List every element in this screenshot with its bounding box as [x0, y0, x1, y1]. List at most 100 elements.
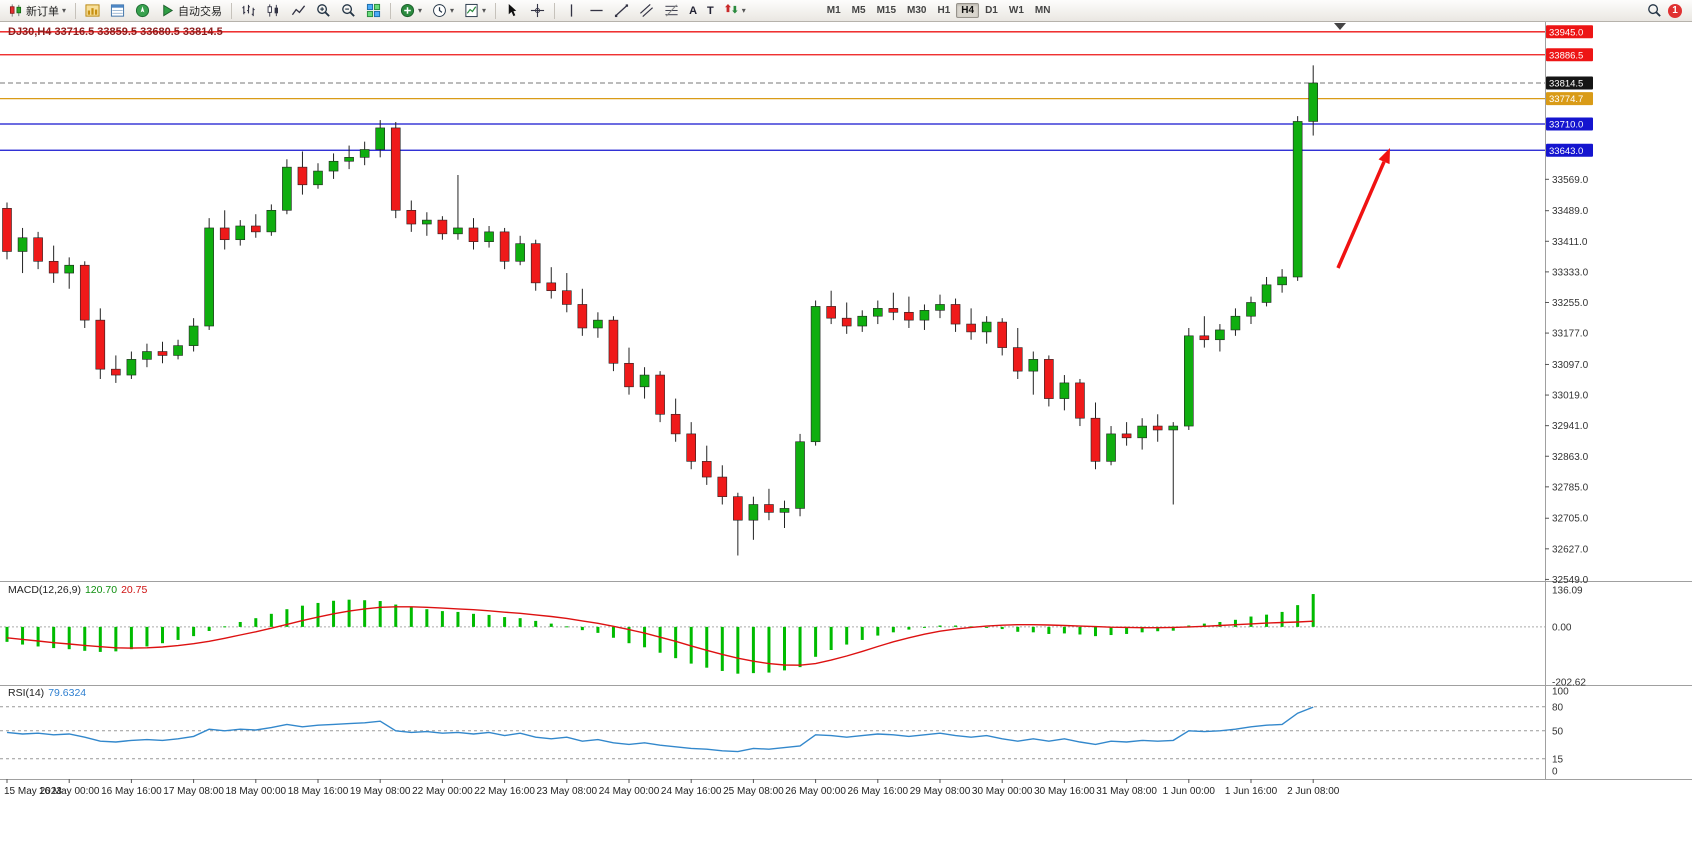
timeframe-m1[interactable]: M1	[826, 5, 841, 16]
timeframe-m30[interactable]: M30	[907, 5, 927, 16]
macd-bar	[36, 626, 40, 647]
candle-body	[204, 227, 214, 327]
line-chart-button[interactable]	[287, 0, 310, 21]
macd-bar	[876, 626, 880, 636]
candle-body	[779, 508, 790, 513]
macd-bar	[1265, 614, 1269, 627]
search-button[interactable]	[1643, 0, 1666, 21]
macd-bar	[1000, 626, 1004, 630]
macd-scale-label: 0.00	[1552, 622, 1572, 633]
candle-body	[841, 317, 852, 327]
trend-arrow-head[interactable]	[1378, 148, 1390, 165]
candle-body	[1168, 425, 1179, 431]
tile-windows-icon	[366, 3, 381, 18]
fibonacci-tool[interactable]	[660, 0, 683, 21]
crosshair-button[interactable]	[526, 0, 549, 21]
macd-bar	[643, 626, 647, 648]
price-tick-label: 33489.0	[1552, 206, 1589, 217]
horizontal-lines-layer	[0, 31, 1545, 151]
navigator-button[interactable]	[131, 0, 154, 21]
zoom-out-button[interactable]	[337, 0, 360, 21]
vertical-line-icon	[570, 4, 573, 17]
tile-windows-button[interactable]	[362, 0, 385, 21]
zoom-in-button[interactable]	[312, 0, 335, 21]
candle-body	[453, 227, 463, 235]
new-order-button[interactable]: 新订单 ▾	[4, 0, 70, 21]
arrows-tool[interactable]: ▾	[720, 0, 750, 21]
candle-body	[1261, 284, 1272, 303]
periods-button[interactable]: ▾	[428, 0, 458, 21]
candle-body	[1230, 315, 1241, 331]
templates-button[interactable]: ▾	[460, 0, 490, 21]
time-tick-label: 18 May 00:00	[225, 786, 286, 797]
cursor-button[interactable]	[501, 0, 524, 21]
label-tool[interactable]: T	[703, 0, 718, 21]
macd-bar	[534, 620, 538, 627]
macd-signal-value: 20.75	[121, 584, 148, 596]
data-window-icon	[110, 4, 125, 17]
autotrade-button[interactable]: 自动交易	[156, 0, 226, 21]
timeframe-d1[interactable]: D1	[985, 5, 998, 16]
channel-tool[interactable]	[635, 0, 658, 21]
time-tick-label: 22 May 16:00	[474, 786, 535, 797]
hline-price-label: 33774.7	[1549, 94, 1583, 105]
candle-body	[530, 243, 541, 284]
rsi-scale-label: 100	[1552, 686, 1569, 697]
vertical-line-tool[interactable]	[560, 0, 583, 21]
timeframe-h1[interactable]: H1	[937, 5, 951, 16]
hline-price-label: 33886.5	[1549, 50, 1583, 61]
notification-badge[interactable]: 1	[1668, 3, 1682, 18]
candle-body	[468, 227, 479, 242]
macd-bar	[705, 626, 709, 668]
candle-body	[33, 237, 43, 262]
time-tick-label: 17 May 08:00	[163, 786, 224, 797]
timeframe-h4[interactable]: H4	[956, 3, 980, 18]
price-tick-label: 33019.0	[1552, 391, 1589, 402]
candle-body	[748, 504, 759, 521]
macd-bar	[985, 626, 989, 628]
time-tick-label: 1 Jun 00:00	[1163, 786, 1216, 797]
price-axis[interactable]: 33569.0 33489.0 33411.0 33333.0 33255.0 33177…	[1545, 22, 1692, 779]
new-order-label: 新订单	[26, 5, 59, 18]
macd-bar	[316, 602, 320, 627]
macd-bar	[269, 613, 273, 627]
timeframe-m15[interactable]: M15	[876, 5, 897, 16]
navigator-icon	[135, 3, 150, 18]
chart-shift-marker[interactable]	[1334, 23, 1346, 30]
data-window-button[interactable]	[106, 0, 129, 21]
chart-title: DJ30,H4 33716.5 33859.5 33680.5 33814.5	[8, 26, 223, 38]
macd-bar	[487, 614, 491, 627]
macd-bar	[1311, 594, 1315, 627]
rsi-pane	[0, 706, 1545, 760]
chevron-down-icon: ▾	[482, 5, 487, 15]
candlestick-chart-button[interactable]	[262, 0, 285, 21]
time-tick-label: 22 May 00:00	[412, 786, 473, 797]
template-icon	[465, 3, 478, 18]
indicators-button[interactable]: ▾	[396, 0, 426, 21]
trendline-tool[interactable]	[610, 0, 633, 21]
candle-body	[1044, 359, 1054, 399]
candle-body	[717, 476, 728, 497]
time-tick-label: 26 May 00:00	[785, 786, 846, 797]
macd-scale-label: -202.62	[1552, 677, 1586, 688]
market-watch-icon	[85, 4, 100, 17]
rsi-line	[6, 706, 1314, 753]
hline-price-box	[1546, 25, 1593, 39]
horizontal-line-tool[interactable]	[585, 0, 608, 21]
market-watch-button[interactable]	[81, 0, 104, 21]
line-chart-icon	[291, 5, 306, 16]
candle-body	[235, 225, 246, 241]
fibonacci-icon	[665, 4, 678, 17]
trend-arrow-line[interactable]	[1336, 161, 1386, 269]
candle-body	[173, 345, 183, 356]
macd-bar	[409, 607, 413, 627]
timeframe-m5[interactable]: M5	[851, 5, 866, 16]
bar-chart-button[interactable]	[237, 0, 260, 21]
timeframe-mn[interactable]: MN	[1034, 5, 1051, 16]
candle-body	[1121, 433, 1132, 439]
text-tool[interactable]: A	[685, 0, 701, 21]
macd-bar	[549, 623, 553, 627]
timeframe-w1[interactable]: W1	[1008, 5, 1024, 16]
